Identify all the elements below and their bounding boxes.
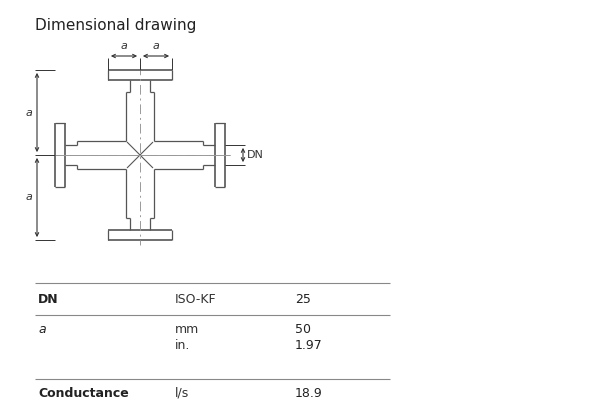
Text: mm: mm [175, 323, 199, 336]
Text: in.: in. [175, 339, 190, 352]
Text: l/s: l/s [175, 387, 189, 399]
Text: Dimensional drawing: Dimensional drawing [35, 18, 196, 33]
Text: DN: DN [247, 150, 264, 160]
Text: a: a [38, 323, 46, 336]
Text: ISO-KF: ISO-KF [175, 293, 217, 306]
Text: Conductance: Conductance [38, 387, 129, 399]
Text: 25: 25 [295, 293, 311, 306]
Text: 1.97: 1.97 [295, 339, 323, 352]
Text: 18.9: 18.9 [295, 387, 323, 399]
Text: a: a [152, 41, 160, 51]
Text: a: a [25, 107, 32, 117]
Text: a: a [25, 192, 32, 203]
Text: DN: DN [38, 293, 59, 306]
Text: 50: 50 [295, 323, 311, 336]
Text: a: a [121, 41, 127, 51]
